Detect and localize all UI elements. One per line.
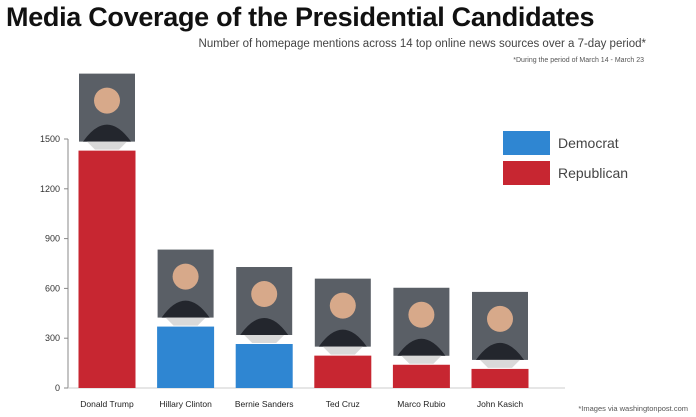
photo-shadow: [480, 359, 520, 368]
legend: Democrat Republican: [503, 131, 628, 185]
face-shape: [408, 301, 435, 328]
photo-shadow: [401, 355, 442, 364]
y-tick-label: 0: [55, 383, 60, 393]
shoulders-shape: [240, 318, 289, 336]
legend-label: Republican: [558, 165, 628, 181]
face-shape: [329, 292, 356, 319]
y-axis: 0 300 600 900 1200 1500: [40, 134, 565, 393]
legend-swatch: [503, 131, 550, 155]
bar: [235, 344, 293, 388]
shoulders-shape: [318, 329, 367, 347]
bar: [314, 355, 372, 388]
chart-title: Media Coverage of the Presidential Candi…: [6, 2, 595, 32]
y-tick-label: 1200: [40, 184, 60, 194]
category-label: Donald Trump: [80, 399, 134, 409]
legend-swatch: [503, 161, 550, 185]
category-label: Ted Cruz: [326, 399, 360, 409]
candidate-photo: [314, 278, 371, 355]
bar: [471, 368, 529, 388]
shoulders-shape: [476, 342, 524, 360]
photo-shadow: [244, 335, 285, 344]
candidate-photos: [79, 73, 528, 368]
y-tick-label: 1500: [40, 134, 60, 144]
y-tick-label: 300: [45, 333, 60, 343]
image-credit: *Images via washingtonpost.com: [578, 404, 688, 413]
face-shape: [172, 263, 199, 290]
chart-subtitle: Number of homepage mentions across 14 to…: [198, 38, 646, 50]
y-tick-label: 600: [45, 283, 60, 293]
candidate-photo: [236, 267, 293, 344]
face-shape: [251, 281, 278, 308]
candidate-photo: [472, 291, 528, 368]
candidate-photo: [157, 249, 214, 326]
chart-date-note: *During the period of March 14 - March 2…: [513, 57, 644, 64]
legend-label: Democrat: [558, 135, 619, 151]
bar: [78, 150, 136, 388]
shoulders-shape: [161, 300, 210, 318]
category-label: Marco Rubio: [397, 399, 445, 409]
category-label: Bernie Sanders: [235, 399, 294, 409]
face-shape: [94, 87, 120, 114]
candidate-photo: [79, 73, 135, 150]
bar: [392, 364, 450, 388]
photo-shadow: [322, 346, 363, 355]
shoulders-shape: [83, 124, 131, 142]
category-labels: Donald Trump Hillary Clinton Bernie Sander…: [80, 399, 523, 409]
photo-shadow: [87, 141, 127, 150]
bar: [157, 326, 215, 388]
category-label: John Kasich: [477, 399, 524, 409]
bars: [78, 150, 529, 388]
face-shape: [487, 305, 513, 332]
y-tick-label: 900: [45, 234, 60, 244]
shoulders-shape: [397, 338, 446, 356]
photo-shadow: [165, 317, 206, 326]
candidate-photo: [393, 287, 450, 364]
category-label: Hillary Clinton: [159, 399, 212, 409]
